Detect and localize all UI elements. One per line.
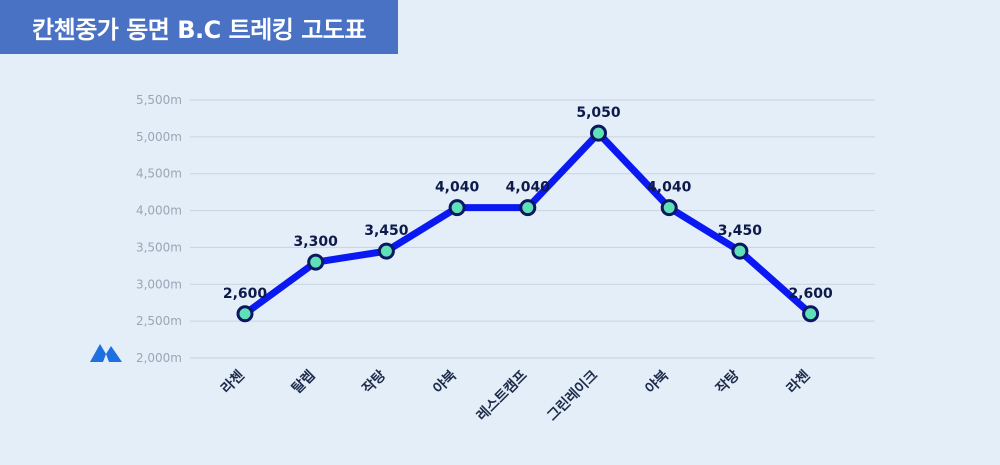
x-category-label: 레스트캠프 [473, 367, 531, 425]
data-point [448, 199, 466, 217]
x-category-label: 탈렙 [288, 367, 318, 397]
data-point [802, 305, 820, 323]
y-tick-label: 3,000m [136, 277, 182, 291]
data-point [307, 253, 325, 271]
data-point [236, 305, 254, 323]
x-category-label: 야북 [642, 367, 672, 397]
y-tick-label: 2,000m [136, 351, 182, 365]
y-tick-label: 5,500m [136, 93, 182, 107]
data-point [660, 199, 678, 217]
data-point [377, 242, 395, 260]
data-point [590, 124, 607, 142]
data-point [519, 199, 537, 217]
grid-lines [190, 99, 875, 359]
y-axis-ticks: 2,000m 2,500m 3,000m 3,500m 4,000m 4,500m 5,00… [136, 93, 182, 365]
y-tick-label: 3,500m [136, 240, 182, 254]
x-category-label: 작탕 [712, 367, 742, 397]
y-tick-label: 5,000m [136, 130, 182, 144]
data-labels: 2,600 3,300 3,450 4,040 4,040 5,050 4,040 3,450… [223, 105, 833, 302]
data-label: 3,300 [294, 234, 339, 250]
x-category-label: 그린레이크 [544, 367, 602, 425]
y-tick-label: 4,000m [136, 204, 182, 218]
y-tick-label: 2,500m [136, 314, 182, 328]
data-label: 3,450 [364, 223, 409, 239]
y-tick-label: 4,500m [136, 167, 182, 181]
page-title: 칸첸중가 동면 B.C 트레킹 고도표 [32, 15, 366, 44]
x-axis-labels: 라첸 탈렙 작탕 야북 레스트캠프 그린레이크 야북 작탕 라첸 [218, 367, 814, 425]
x-category-label: 라첸 [218, 367, 248, 397]
title-banner: 칸첸중가 동면 B.C 트레킹 고도표 [0, 0, 398, 54]
data-markers [236, 124, 820, 323]
data-label: 4,040 [506, 180, 551, 196]
x-category-label: 작탕 [359, 367, 389, 397]
data-label: 2,600 [788, 286, 833, 302]
data-label: 3,450 [718, 223, 763, 239]
mountain-icon [90, 344, 122, 362]
data-label: 4,040 [647, 180, 692, 196]
x-category-label: 야북 [430, 367, 460, 397]
data-label: 5,050 [576, 105, 621, 121]
data-point [731, 242, 749, 260]
data-label: 4,040 [435, 180, 480, 196]
data-label: 2,600 [223, 286, 268, 302]
x-category-label: 라첸 [783, 367, 813, 397]
